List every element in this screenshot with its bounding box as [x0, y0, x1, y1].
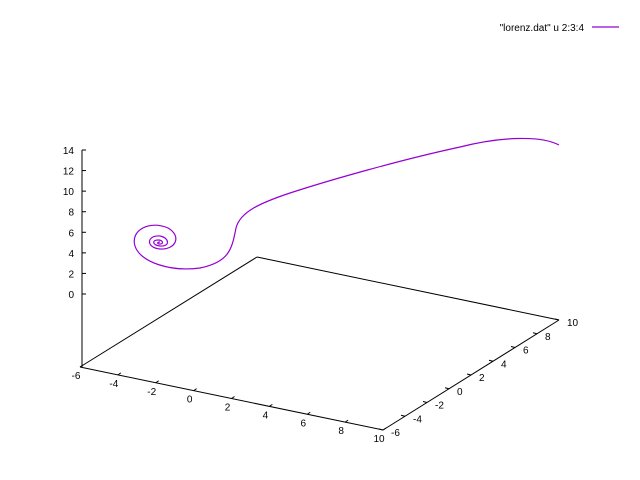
z-tick-label: 0	[68, 290, 74, 301]
y-tick-label: 2	[479, 373, 485, 384]
y-tick-label: 10	[567, 318, 579, 329]
z-tick-label: 10	[63, 187, 75, 198]
x-tick-label: 6	[300, 418, 306, 429]
y-tick-mark	[400, 414, 406, 417]
z-tick-label: 4	[68, 249, 74, 260]
z-tick-label: 12	[63, 167, 75, 178]
x-tick-label: 2	[225, 403, 231, 414]
x-tick-label: -6	[72, 371, 81, 382]
x-tick-mark	[269, 403, 273, 407]
y-tick-mark	[466, 373, 472, 376]
z-tick-label: 6	[68, 228, 74, 239]
y-tick-mark	[422, 401, 428, 403]
y-tick-label: -6	[391, 428, 400, 439]
x-tick-label: -2	[147, 387, 156, 398]
y-tick-mark	[554, 318, 560, 321]
y-tick-mark	[488, 359, 494, 362]
x-ticks: -6 -4 -2 0 2 4 6 8 10	[72, 364, 387, 445]
x-tick-mark	[231, 396, 235, 399]
z-tick-label: 14	[63, 146, 75, 157]
y-tick-mark	[510, 346, 516, 348]
x-tick-mark	[344, 419, 349, 423]
y-tick-mark	[378, 428, 384, 431]
x-tick-label: 10	[373, 434, 385, 445]
y-tick-label: -2	[435, 401, 444, 412]
x-axis-back	[256, 256, 560, 321]
legend: "lorenz.dat" u 2:3:4	[500, 23, 619, 34]
x-tick-label: -4	[109, 379, 118, 390]
z-tick-label: 2	[68, 269, 74, 280]
y-tick-label: 4	[501, 359, 507, 370]
y-tick-label: 0	[457, 387, 463, 398]
x-tick-label: 8	[338, 426, 344, 437]
y-tick-mark	[444, 387, 450, 390]
z-tick-label: 8	[68, 208, 74, 219]
y-axis-back	[79, 256, 258, 368]
y-tick-label: 8	[545, 332, 551, 343]
x-tick-mark	[193, 388, 197, 392]
x-tick-label: 4	[263, 410, 269, 421]
x-tick-mark	[117, 372, 122, 376]
x-tick-mark	[306, 411, 311, 415]
x-tick-mark	[79, 364, 84, 368]
lorenz-curve	[133, 137, 560, 270]
x-tick-label: 0	[187, 395, 193, 406]
y-tick-label: -4	[413, 414, 422, 425]
y-tick-label: 6	[523, 346, 529, 357]
z-ticks: 0 2 4 6 8 10 12 14	[63, 146, 86, 301]
x-tick-mark	[382, 427, 387, 431]
legend-label: "lorenz.dat" u 2:3:4	[500, 23, 585, 34]
y-ticks: -6 -4 -2 0 2 4 6 8 10	[378, 318, 579, 439]
y-tick-mark	[532, 332, 538, 335]
x-tick-mark	[155, 380, 160, 384]
